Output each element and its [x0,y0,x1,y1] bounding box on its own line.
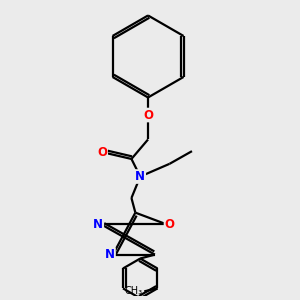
Text: N: N [93,218,103,231]
Text: CH₃: CH₃ [125,286,143,296]
Text: O: O [164,218,175,231]
Text: N: N [105,248,115,261]
Text: N: N [135,170,145,183]
Text: O: O [143,109,153,122]
Text: O: O [97,146,107,159]
